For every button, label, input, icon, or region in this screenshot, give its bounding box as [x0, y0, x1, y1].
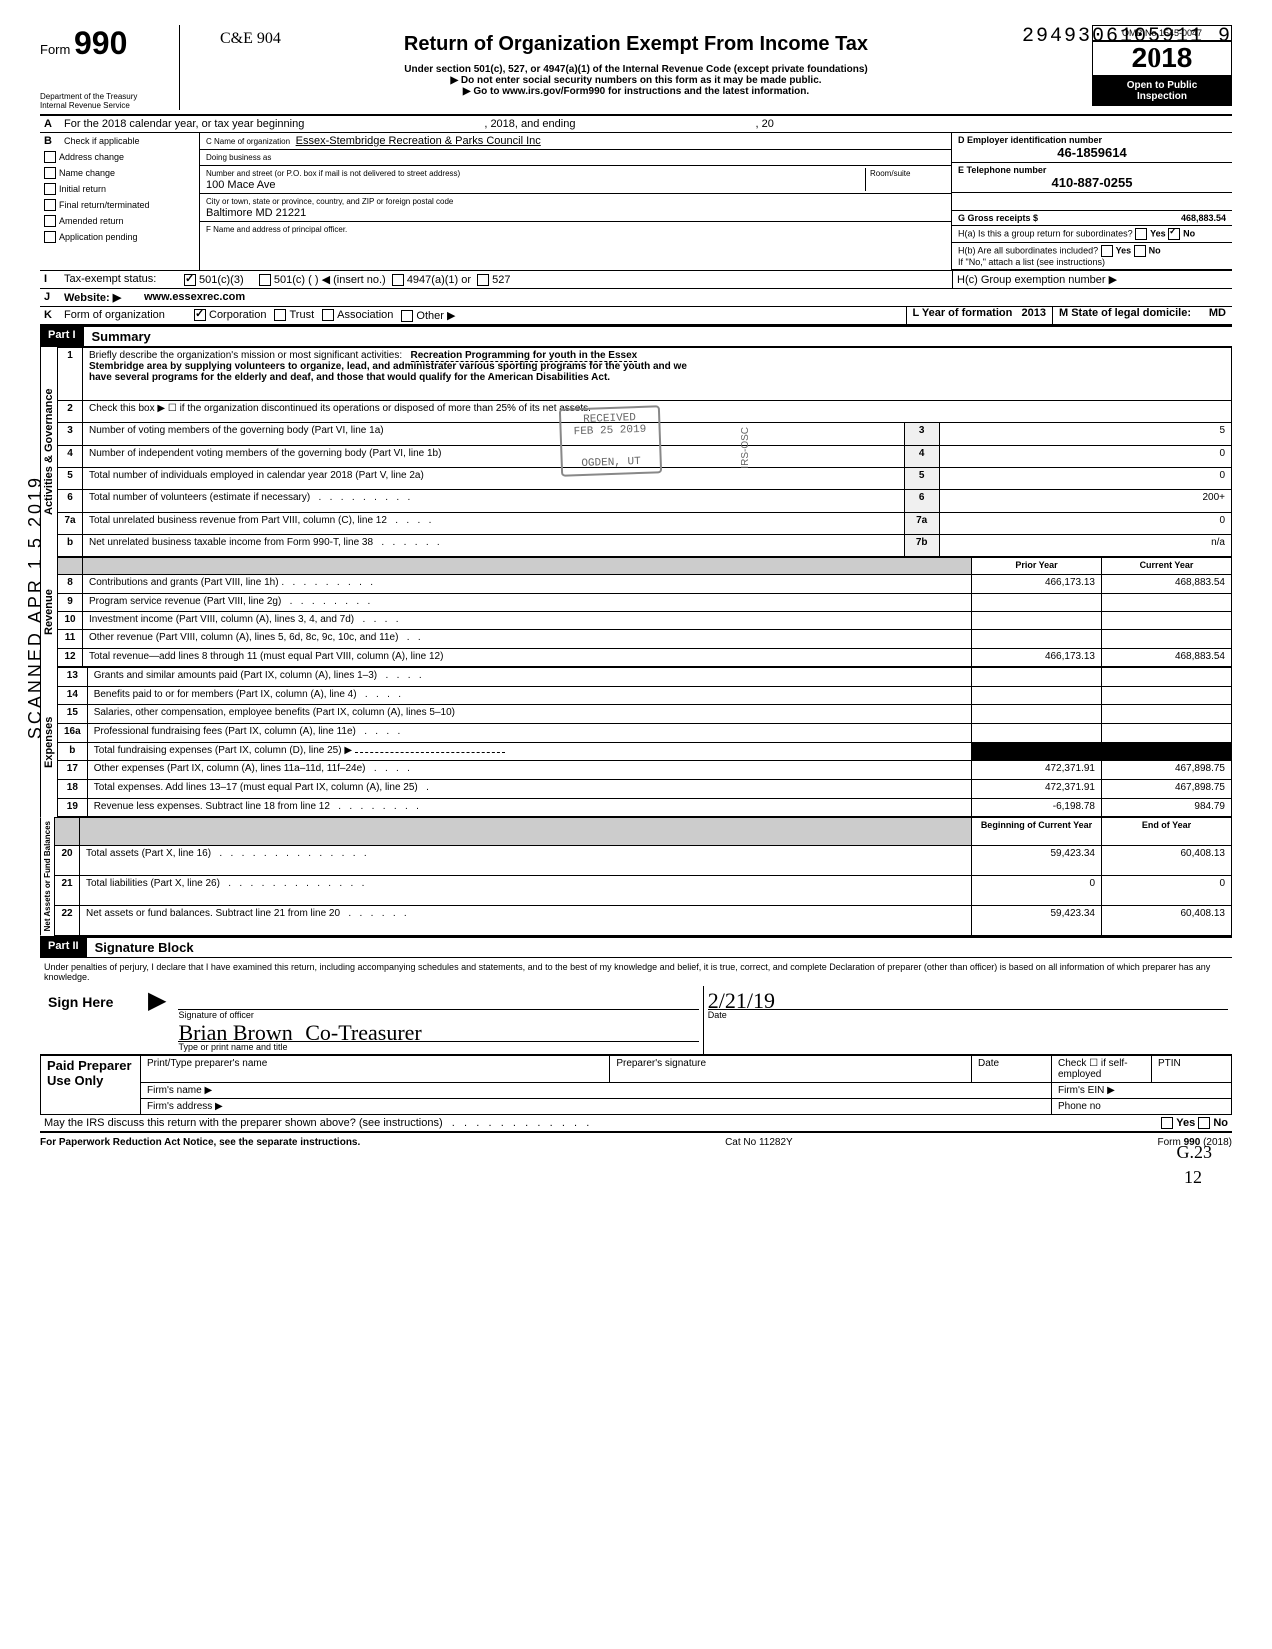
line-j: J Website: ▶ www.essexrec.com: [40, 289, 1232, 307]
received-stamp: RECEIVED FEB 25 2019 OGDEN, UT: [559, 405, 662, 476]
line22-end: 60,408.13: [1102, 905, 1232, 935]
mission-line-2: Stembridge area by supplying volunteers …: [89, 361, 687, 372]
handwritten-12: 12: [1184, 1167, 1202, 1188]
signature-date: 2/21/19: [708, 988, 1228, 1010]
h1a-yes-checkbox[interactable]: [1135, 228, 1147, 240]
501c3-checkbox[interactable]: [184, 274, 196, 286]
val-line-7b: n/a: [939, 534, 1231, 556]
line8-current: 468,883.54: [1102, 575, 1232, 593]
final-return-checkbox[interactable]: [44, 199, 56, 211]
year-formation: 2013: [1022, 307, 1046, 319]
line20-beg: 59,423.34: [972, 846, 1102, 876]
val-line-3: 5: [939, 423, 1231, 445]
section-b-through-h: B Check if applicable Address change Nam…: [40, 133, 1232, 271]
val-line-7a: 0: [939, 512, 1231, 534]
h1a-no-checkbox[interactable]: [1168, 228, 1180, 240]
mission-line-3: have several programs for the elderly an…: [89, 372, 610, 383]
val-line-5: 0: [939, 467, 1231, 489]
handwritten-ce: C&E 904: [220, 30, 281, 48]
line22-beg: 59,423.34: [972, 905, 1102, 935]
activities-governance-label: Activities & Governance: [40, 347, 57, 557]
form-subtitle-2: ▶ Do not enter social security numbers o…: [200, 75, 1072, 86]
name-change-checkbox[interactable]: [44, 167, 56, 179]
501c-checkbox[interactable]: [259, 274, 271, 286]
sign-here-row: Sign Here ▶ Signature of officer Brian B…: [40, 986, 1232, 1055]
line12-current: 468,883.54: [1102, 648, 1232, 666]
527-checkbox[interactable]: [477, 274, 489, 286]
revenue-label: Revenue: [40, 557, 57, 667]
form-number: Form 990: [40, 25, 171, 62]
beginning-year-header: Beginning of Current Year: [972, 818, 1102, 846]
irs-osc-stamp: IRS-OSC: [740, 427, 751, 469]
h1b-yes-checkbox[interactable]: [1101, 245, 1113, 257]
form-subtitle-3: ▶ Go to www.irs.gov/Form990 for instruct…: [200, 86, 1072, 97]
corporation-checkbox[interactable]: [194, 309, 206, 321]
part-ii-header: Part II Signature Block: [40, 936, 1232, 958]
prior-year-header: Prior Year: [972, 558, 1102, 575]
handwritten-g23: G.23: [1177, 1142, 1213, 1163]
trust-checkbox[interactable]: [274, 309, 286, 321]
application-pending-checkbox[interactable]: [44, 231, 56, 243]
line-a: A For the 2018 calendar year, or tax yea…: [40, 116, 1232, 133]
irs-discuss-no-checkbox[interactable]: [1198, 1117, 1210, 1129]
page-footer: For Paperwork Reduction Act Notice, see …: [40, 1132, 1232, 1148]
irs-discuss-yes-checkbox[interactable]: [1161, 1117, 1173, 1129]
form-subtitle-1: Under section 501(c), 527, or 4947(a)(1)…: [200, 64, 1072, 75]
city-state-zip: Baltimore MD 21221: [206, 207, 306, 219]
line18-current: 467,898.75: [1102, 779, 1232, 798]
other-checkbox[interactable]: [401, 310, 413, 322]
state-domicile: MD: [1209, 307, 1226, 319]
net-assets-label: Net Assets or Fund Balances: [40, 817, 54, 935]
line-i: I Tax-exempt status: 501(c)(3) 501(c) ( …: [40, 271, 1232, 289]
current-year-header: Current Year: [1102, 558, 1232, 575]
expenses-label: Expenses: [40, 667, 57, 817]
line21-end: 0: [1102, 875, 1232, 905]
amended-return-checkbox[interactable]: [44, 215, 56, 227]
signature-title: Co-Treasurer: [305, 1020, 422, 1045]
org-name: Essex-Stembridge Recreation & Parks Coun…: [296, 135, 541, 147]
irs-discuss-row: May the IRS discuss this return with the…: [40, 1115, 1232, 1132]
initial-return-checkbox[interactable]: [44, 183, 56, 195]
line19-current: 984.79: [1102, 798, 1232, 817]
signature-name: Brian Brown: [178, 1020, 292, 1045]
phone: 410-887-0255: [958, 175, 1226, 190]
ein: 46-1859614: [958, 145, 1226, 160]
paid-preparer-section: Paid Preparer Use Only Print/Type prepar…: [40, 1055, 1232, 1115]
line20-end: 60,408.13: [1102, 846, 1232, 876]
line12-prior: 466,173.13: [972, 648, 1102, 666]
line-k: K Form of organization Corporation Trust…: [40, 307, 1232, 325]
4947-checkbox[interactable]: [392, 274, 404, 286]
val-line-6: 200+: [939, 490, 1231, 512]
street-address: 100 Mace Ave: [206, 179, 276, 191]
part-i-header: Part I Summary: [40, 325, 1232, 347]
gross-receipts: 468,883.54: [1181, 213, 1226, 223]
val-line-4: 0: [939, 445, 1231, 467]
association-checkbox[interactable]: [322, 309, 334, 321]
form-title: Return of Organization Exempt From Incom…: [200, 33, 1072, 56]
line19-prior: -6,198.78: [972, 798, 1102, 817]
open-public-badge: Open to Public Inspection: [1092, 76, 1232, 106]
line8-prior: 466,173.13: [972, 575, 1102, 593]
line21-beg: 0: [972, 875, 1102, 905]
address-change-checkbox[interactable]: [44, 151, 56, 163]
dept-treasury: Department of the Treasury Internal Reve…: [40, 92, 171, 110]
document-id-number: 2949306105911 9: [1022, 25, 1232, 48]
line17-prior: 472,371.91: [972, 761, 1102, 780]
end-year-header: End of Year: [1102, 818, 1232, 846]
perjury-statement: Under penalties of perjury, I declare th…: [40, 958, 1232, 986]
line18-prior: 472,371.91: [972, 779, 1102, 798]
line17-current: 467,898.75: [1102, 761, 1232, 780]
h1b-no-checkbox[interactable]: [1134, 245, 1146, 257]
website-url: www.essexrec.com: [140, 289, 1232, 306]
